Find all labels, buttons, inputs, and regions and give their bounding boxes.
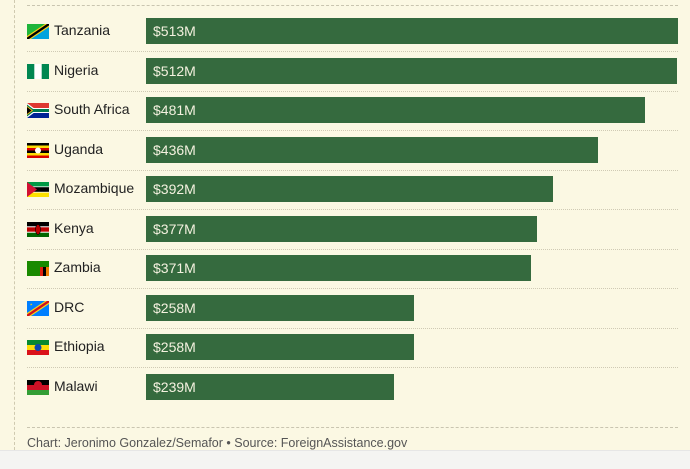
flag-drc-icon: [27, 300, 49, 316]
bar-tanzania: $513M: [146, 18, 678, 44]
value-label: $481M: [153, 102, 196, 118]
bar-mozambique: $392M: [146, 176, 553, 202]
bar-row: Malawi $239M: [27, 368, 690, 407]
row-separator: [27, 367, 678, 368]
category-label: Kenya: [54, 219, 94, 236]
flag-zambia-icon: [27, 261, 49, 276]
bar-nigeria: $512M: [146, 57, 677, 84]
bar-uganda: $436M: [146, 136, 599, 163]
bar-row: Kenya $377M: [27, 210, 690, 249]
row-separator: [27, 90, 678, 92]
bottom-divider: [27, 427, 678, 428]
bar-ethiopia: $258M: [146, 334, 414, 360]
left-border: [14, 0, 15, 450]
bar-south-africa: $481M: [146, 97, 645, 123]
bar-row: Zambia $371M: [27, 249, 690, 288]
bar-row: Nigeria $512M: [27, 52, 690, 91]
category-label: Uganda: [54, 140, 104, 157]
row-separator: [27, 130, 678, 131]
bar-malawi: $239M: [146, 373, 394, 400]
row-separator: [27, 51, 678, 52]
row-separator: [27, 288, 678, 289]
value-label: $377M: [153, 220, 196, 237]
bar-row: Uganda $436M: [27, 131, 690, 170]
bar-drc: $258M: [146, 294, 414, 321]
flag-tanzania-icon: [27, 24, 49, 39]
category-label: Tanzania: [54, 22, 111, 38]
bar-zambia: $371M: [146, 255, 531, 281]
chart-credit: Chart: Jeronimo Gonzalez/Semafor • Sourc…: [27, 436, 408, 450]
category-label: South Africa: [54, 101, 130, 117]
category-label: Ethiopia: [54, 338, 105, 354]
flag-ethiopia-icon: [27, 340, 49, 355]
category-label: DRC: [54, 298, 85, 315]
row-separator: [27, 209, 678, 210]
bar-row: Mozambique $392M: [27, 170, 690, 209]
bar-row: DRC $258M: [27, 289, 690, 328]
category-label: Zambia: [54, 259, 101, 275]
value-label: $392M: [153, 181, 196, 197]
bar-kenya: $377M: [146, 215, 537, 242]
bar-row: Tanzania $513M: [27, 12, 690, 51]
value-label: $258M: [153, 339, 196, 355]
bar-row: Ethiopia $258M: [27, 328, 690, 367]
top-divider: [27, 5, 678, 6]
flag-kenya-icon: [27, 221, 49, 237]
flag-nigeria-icon: [27, 63, 49, 79]
bar-row: South Africa $481M: [27, 91, 690, 130]
flag-south-africa-icon: [27, 103, 49, 118]
page-bottom-strip: [0, 450, 690, 469]
row-separator: [27, 248, 678, 250]
value-label: $239M: [153, 378, 196, 395]
row-separator: [27, 327, 678, 329]
value-label: $512M: [153, 62, 196, 79]
category-label: Mozambique: [54, 180, 135, 196]
value-label: $371M: [153, 260, 196, 276]
flag-mozambique-icon: [27, 182, 49, 197]
category-label: Malawi: [54, 377, 98, 394]
category-label: Nigeria: [54, 61, 99, 78]
value-label: $513M: [153, 23, 196, 39]
value-label: $436M: [153, 141, 196, 158]
row-separator: [27, 169, 678, 171]
value-label: $258M: [153, 299, 196, 316]
flag-malawi-icon: [27, 379, 49, 395]
flag-uganda-icon: [27, 142, 49, 158]
